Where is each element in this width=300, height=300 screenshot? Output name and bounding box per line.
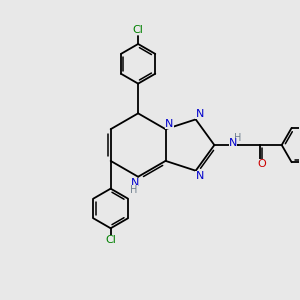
Text: N: N: [229, 138, 237, 148]
Text: N: N: [196, 171, 204, 181]
Text: O: O: [257, 159, 266, 169]
Text: Cl: Cl: [133, 25, 143, 35]
Text: H: H: [234, 133, 242, 143]
Text: N: N: [196, 110, 204, 119]
Text: H: H: [130, 184, 138, 195]
Text: N: N: [131, 178, 139, 188]
Text: Cl: Cl: [105, 235, 116, 245]
Text: N: N: [165, 119, 174, 129]
